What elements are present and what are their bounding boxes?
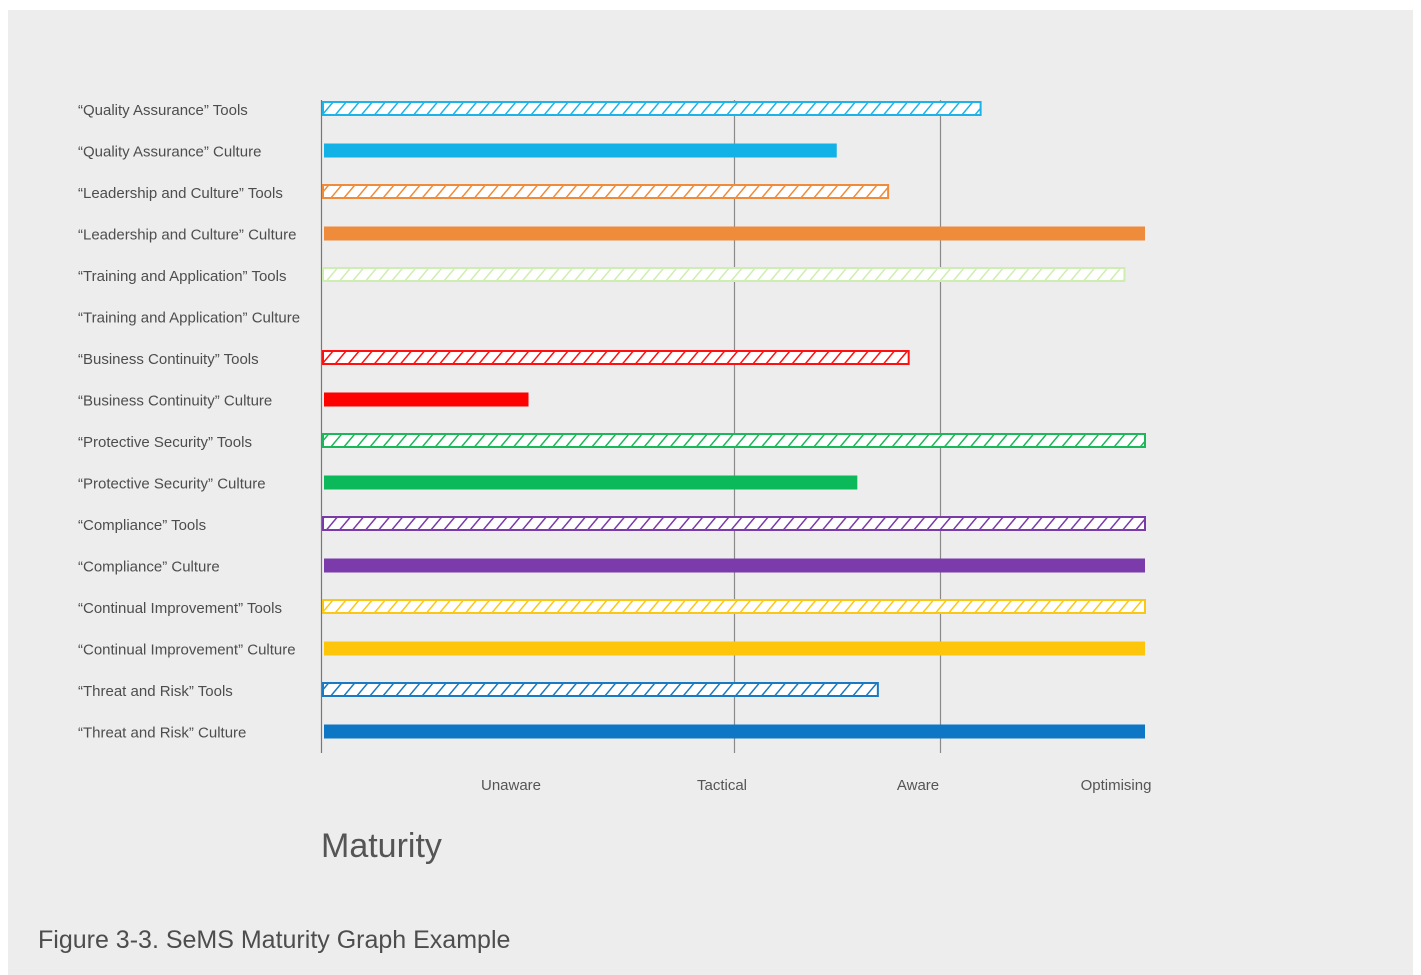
x-tick-label: Tactical [697,777,747,794]
category-label: “Quality Assurance” Culture [78,144,261,161]
x-axis-title: Maturity [321,827,442,865]
bar-hatched [322,184,890,199]
category-label: “Compliance” Tools [78,517,206,534]
category-label: “Compliance” Culture [78,559,220,576]
bar-solid [324,724,1145,739]
x-tick-label: Unaware [481,777,541,794]
category-label: “Continual Improvement” Tools [78,600,282,617]
figure-caption: Figure 3-3. SeMS Maturity Graph Example [38,926,511,954]
figure-panel [8,10,1413,975]
category-label: “Business Continuity” Culture [78,393,272,410]
category-label: “Threat and Risk” Tools [78,683,233,700]
x-tick-label: Aware [897,777,939,794]
bar-solid [324,226,1145,241]
bar-hatched [322,599,1146,614]
bar-solid [324,558,1145,573]
bar-solid [324,143,837,158]
bar-hatched [322,433,1146,448]
category-label: “Training and Application” Culture [78,310,300,327]
x-tick-label: Optimising [1081,777,1152,794]
bar-solid [324,392,529,407]
bar-hatched [322,350,910,365]
category-label: “Continual Improvement” Culture [78,642,296,659]
category-label: “Protective Security” Culture [78,476,266,493]
category-label: “Leadership and Culture” Tools [78,185,283,202]
category-label: “Quality Assurance” Tools [78,102,248,119]
category-label: “Threat and Risk” Culture [78,725,246,742]
bar-hatched [322,101,982,116]
bar-hatched [322,267,1126,282]
bar-solid [324,475,858,490]
bar-hatched [322,516,1146,531]
bar-hatched [322,682,879,697]
category-label: “Business Continuity” Tools [78,351,259,368]
category-label: “Leadership and Culture” Culture [78,227,296,244]
category-labels: “Quality Assurance” Tools “Quality Assura… [78,102,300,742]
category-label: “Protective Security” Tools [78,434,252,451]
bar-solid [324,641,1145,656]
category-label: “Training and Application” Tools [78,268,286,285]
x-tick-labels: Unaware Tactical Aware Optimising [481,777,1151,794]
bars [322,101,1146,739]
